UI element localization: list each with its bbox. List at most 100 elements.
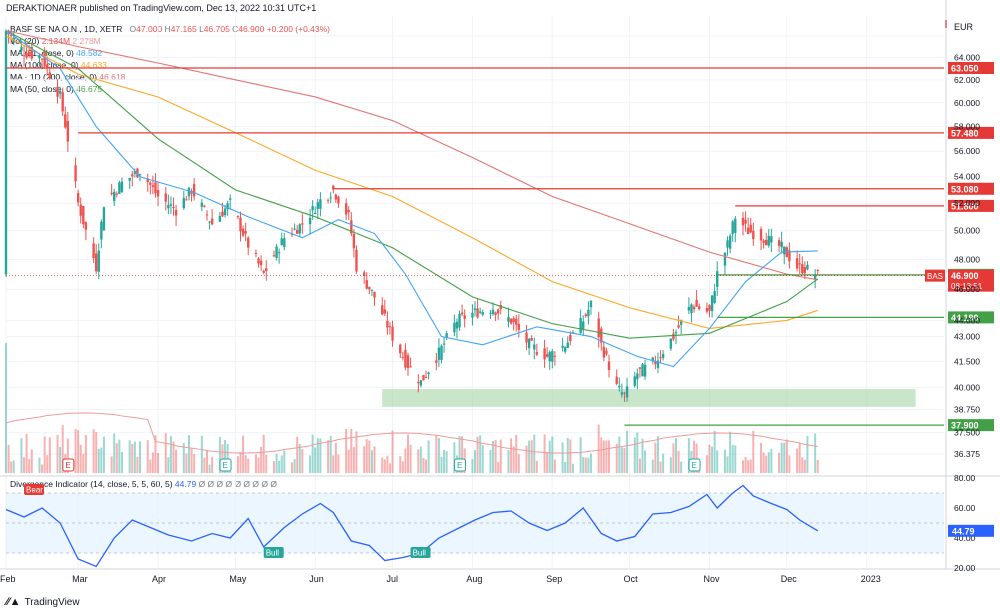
candle-body — [587, 309, 590, 317]
price-tick: 38.750 — [954, 405, 980, 415]
candle-body — [205, 214, 209, 216]
legend-ma50[interactable]: MA (50, close, 0) 46.675 — [10, 84, 102, 94]
level-label: 57.480 — [951, 128, 979, 138]
candle-body — [661, 353, 665, 358]
volume-bar — [118, 439, 121, 473]
volume-bar — [167, 457, 170, 473]
candle-body — [597, 318, 600, 338]
legend-change: +0.200 (+0.43%) — [266, 24, 331, 34]
divergence-label: Bull — [413, 549, 427, 558]
price-tick: 52.000 — [954, 198, 980, 208]
candle-body — [625, 386, 629, 398]
volume-bar — [675, 438, 677, 473]
volume-bar — [425, 459, 428, 473]
volume-bar — [350, 428, 353, 473]
earnings-marker-icon — [219, 458, 232, 472]
candle-body — [437, 347, 441, 360]
volume-bar — [723, 449, 726, 473]
volume-bar — [716, 450, 719, 473]
candle-body — [329, 197, 332, 199]
earnings-marker-label: E — [457, 461, 462, 470]
volume-bar — [218, 436, 221, 473]
volume-bar — [373, 446, 376, 473]
candle-body — [409, 366, 412, 368]
volume-bar — [386, 455, 389, 473]
candle-body — [697, 306, 701, 310]
volume-bar — [695, 443, 698, 473]
price-tick: 46.000 — [954, 284, 980, 294]
time-tick: Jun — [309, 574, 324, 584]
candle-body — [174, 209, 178, 216]
candle-body — [337, 196, 340, 204]
volume-bar — [260, 446, 263, 473]
volume-bar — [669, 457, 672, 473]
candle-body — [79, 204, 82, 216]
indicator-tick: 60.00 — [954, 503, 976, 513]
volume-bar — [291, 462, 294, 473]
volume-bar — [283, 450, 286, 473]
volume-bar — [760, 442, 763, 473]
candle-body — [777, 240, 781, 246]
candle-body — [218, 216, 222, 222]
legend-symbol[interactable]: BASF SE NA O.N., 1D, XETR — [10, 24, 123, 34]
volume-bar — [365, 439, 368, 473]
volume-bar — [471, 459, 474, 473]
volume-bar — [654, 442, 657, 473]
legend-high: 47.165 — [170, 24, 197, 34]
candle-body — [113, 191, 116, 201]
volume-bar — [187, 435, 190, 473]
volume-bar — [401, 461, 404, 473]
candle-body — [561, 345, 564, 348]
candle-body — [669, 338, 673, 349]
candle-body — [460, 312, 464, 315]
candle-body — [515, 318, 518, 325]
volume-bar — [458, 435, 461, 473]
legend-ma100-value: 44.633 — [80, 60, 107, 70]
indicator-tick: 20.00 — [954, 563, 976, 573]
candle-body — [404, 349, 407, 368]
volume-bar — [445, 451, 448, 473]
volume-bar — [497, 462, 500, 473]
volume-bar — [602, 440, 605, 473]
volume-bar — [693, 440, 696, 473]
candle-body — [406, 355, 410, 369]
candle-body — [816, 269, 819, 271]
candle-body — [149, 182, 152, 185]
candle-body — [798, 263, 801, 265]
legend-ma21[interactable]: MA (21, close, 0) 48.582 — [10, 48, 102, 58]
volume-bar — [636, 432, 639, 473]
volume-bar — [543, 434, 546, 473]
price-tick: 56.000 — [954, 146, 980, 156]
candle-body — [744, 219, 747, 224]
candle-body — [677, 325, 680, 328]
candle-body — [543, 348, 546, 360]
candle-body — [641, 364, 644, 377]
candle-body — [767, 235, 770, 246]
volume-bar — [579, 437, 582, 473]
volume-bar — [651, 459, 654, 473]
volume-bar — [672, 443, 675, 473]
volume-bar — [713, 430, 716, 473]
volume-bar — [164, 433, 167, 473]
indicator-legend[interactable]: Divergence Indicator (14, close, 5, 5, 6… — [10, 479, 277, 489]
candle-body — [38, 56, 41, 59]
ma50-line — [5, 30, 819, 339]
legend-ma200[interactable]: MA · 1D (200, close, 0) 46.618 — [10, 72, 125, 82]
candle-body — [481, 312, 484, 315]
candle-body — [347, 209, 350, 213]
volume-bar — [247, 458, 250, 473]
candle-body — [66, 120, 70, 142]
candle-body — [741, 217, 745, 226]
volume-bar — [561, 442, 564, 473]
candle-body — [30, 46, 33, 59]
volume-bar — [440, 456, 443, 473]
indicator-value-label: 44.79 — [952, 526, 975, 536]
candle-body — [728, 235, 732, 249]
volume-bar — [443, 449, 446, 473]
candle-body — [496, 309, 500, 314]
candle-body — [257, 258, 260, 264]
volume-bar — [139, 441, 141, 473]
volume-bar — [801, 457, 804, 473]
volume-bar — [553, 459, 556, 473]
